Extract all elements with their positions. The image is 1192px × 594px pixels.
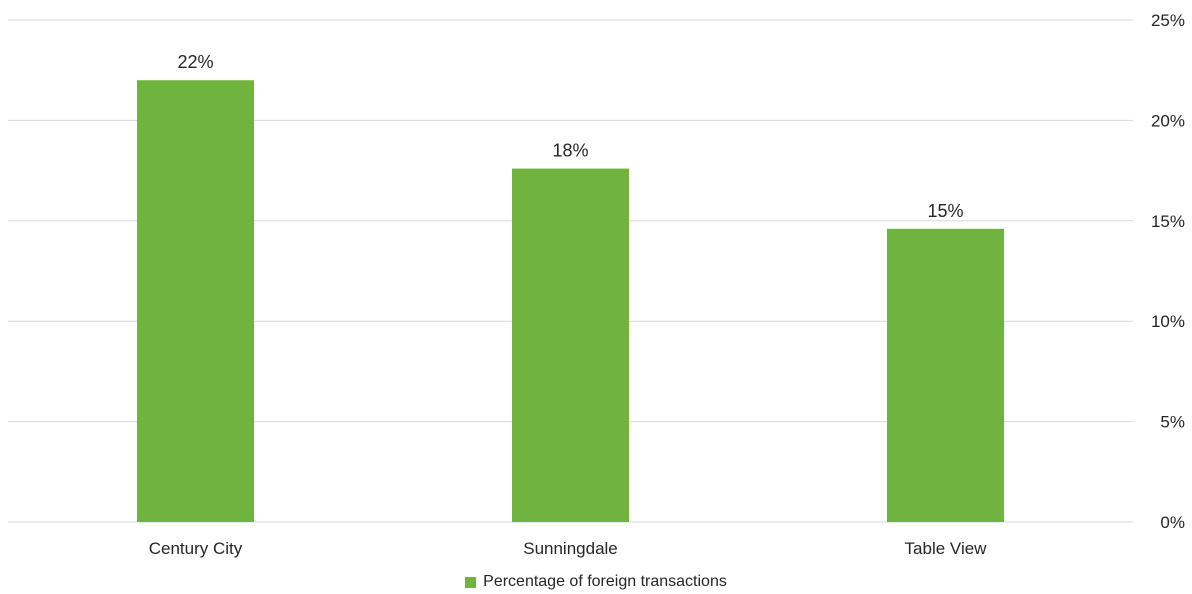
y-tick-label: 5%: [1160, 413, 1185, 432]
bar-sunningdale: [512, 168, 629, 523]
y-tick-label: 20%: [1151, 111, 1185, 130]
legend-swatch: [465, 576, 477, 588]
category-label: Table View: [905, 539, 988, 558]
category-label: Sunningdale: [523, 539, 618, 558]
data-labels: 22% 18% 15%: [177, 52, 963, 221]
legend-label: Percentage of foreign transactions: [483, 573, 727, 590]
legend: Percentage of foreign transactions: [0, 572, 1192, 592]
y-tick-label: 15%: [1151, 212, 1185, 231]
bar-table-view: [887, 228, 1004, 522]
data-label: 22%: [177, 52, 213, 72]
y-tick-label: 0%: [1160, 513, 1185, 532]
data-label: 18%: [552, 141, 588, 161]
y-tick-label: 25%: [1151, 11, 1185, 30]
data-label: 15%: [927, 201, 963, 221]
category-label: Century City: [149, 539, 243, 558]
y-axis-ticks: 0% 5% 10% 15% 20% 25%: [1151, 11, 1185, 532]
bar-century-city: [137, 80, 254, 523]
y-tick-label: 10%: [1151, 312, 1185, 331]
bars: [137, 80, 1004, 523]
x-axis-categories: Century City Sunningdale Table View: [149, 539, 987, 558]
